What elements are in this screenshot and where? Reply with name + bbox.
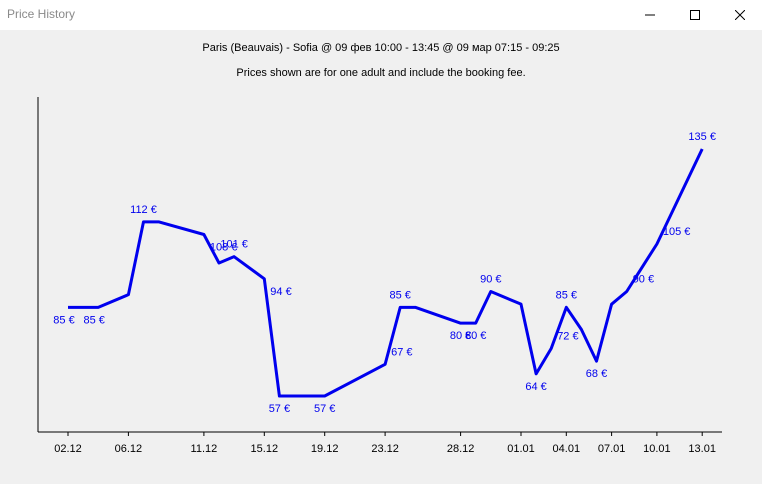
route-subtitle: Paris (Beauvais) - Sofia @ 09 фев 10:00 …	[202, 42, 560, 54]
x-tick-label: 10.01	[643, 443, 671, 455]
data-label: 112 €	[130, 204, 157, 216]
chart-area: Paris (Beauvais) - Sofia @ 09 фев 10:00 …	[0, 30, 762, 484]
price-history-chart: 02.12 06.12 11.12 15.12 19.12 23.12 28.12 01.01…	[37, 97, 722, 455]
x-tick-label: 01.01	[507, 443, 535, 455]
minimize-button[interactable]	[627, 0, 672, 30]
data-label: 85 €	[556, 289, 577, 301]
data-label: 57 €	[269, 403, 290, 415]
price-series-line	[68, 148, 704, 398]
x-tick-label: 28.12	[447, 443, 475, 455]
price-note: Prices shown are for one adult and inclu…	[236, 67, 526, 79]
data-label: 90 €	[633, 274, 654, 286]
x-tick-label: 02.12	[54, 443, 82, 455]
close-icon	[734, 10, 745, 20]
x-tick-label: 11.12	[191, 443, 218, 455]
x-tick-label: 13.01	[688, 443, 716, 455]
minimize-icon	[644, 14, 655, 16]
data-label: 108 €	[210, 242, 238, 254]
data-label: 135 €	[688, 131, 716, 143]
data-label: 68 €	[586, 368, 607, 380]
data-label: 80 €	[450, 330, 471, 342]
data-label: 57 €	[314, 403, 335, 415]
close-button[interactable]	[717, 0, 762, 30]
data-label: 101 €	[220, 239, 248, 251]
x-tick-label: 23.12	[371, 443, 399, 455]
data-label: 80 €	[465, 330, 486, 342]
data-label: 85 €	[83, 314, 104, 326]
x-tick-label: 15.12	[251, 443, 279, 455]
maximize-icon	[689, 10, 700, 20]
data-label: 105 €	[663, 226, 691, 238]
data-label: 67 €	[391, 346, 412, 358]
x-tick-label: 04.01	[553, 443, 581, 455]
x-tick-label: 07.01	[598, 443, 626, 455]
data-label: 85 €	[53, 314, 74, 326]
data-label: 94 €	[270, 286, 291, 298]
data-label: 85 €	[389, 289, 410, 301]
data-label: 90 €	[480, 274, 501, 286]
x-tick-label: 19.12	[311, 443, 339, 455]
x-tick-label: 06.12	[115, 443, 143, 455]
data-label: 72 €	[557, 331, 578, 343]
title-bar: Price History	[0, 0, 762, 30]
data-label: 64 €	[525, 381, 546, 393]
maximize-button[interactable]	[672, 0, 717, 30]
window-title: Price History	[7, 7, 76, 21]
